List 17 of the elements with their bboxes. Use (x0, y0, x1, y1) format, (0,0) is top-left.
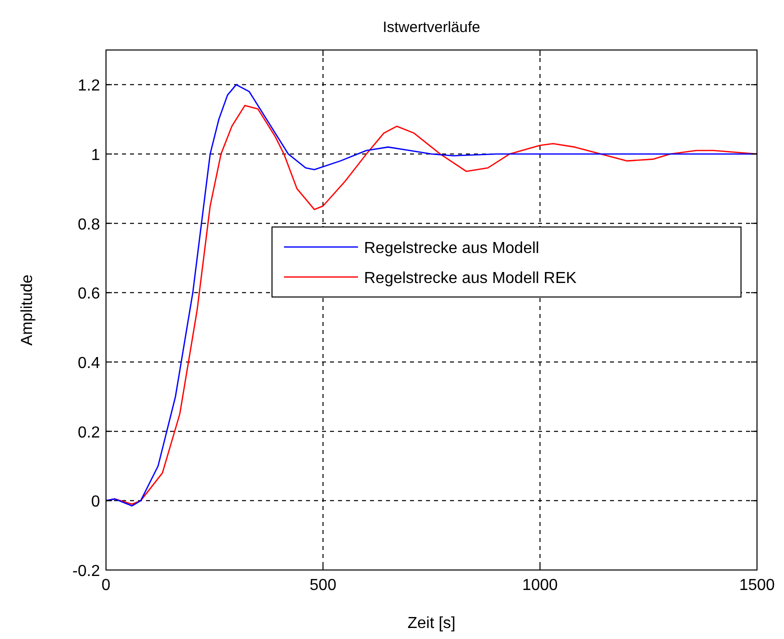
x-tick-label: 1500 (739, 577, 775, 594)
x-tick-label: 1000 (522, 577, 558, 594)
y-tick-label: -0.2 (72, 563, 100, 580)
y-tick-label: 0.6 (78, 286, 100, 303)
y-tick-label: 0.4 (78, 355, 100, 372)
y-tick-label: 1.2 (78, 78, 100, 95)
x-tick-label: 0 (102, 577, 111, 594)
y-axis-title: Amplitude (19, 274, 36, 346)
legend-label: Regelstrecke aus Modell (364, 240, 540, 257)
y-tick-label: 1 (91, 147, 100, 164)
x-axis-title: Zeit [s] (407, 615, 456, 632)
chart-title: Istwertverläufe (382, 19, 480, 36)
y-tick-label: 0.2 (78, 424, 100, 442)
legend-label: Regelstrecke aus Modell REK (364, 270, 577, 287)
x-tick-label: 500 (310, 577, 336, 594)
y-tick-label: 0 (91, 494, 100, 511)
y-tick-label: 0.8 (78, 216, 100, 234)
